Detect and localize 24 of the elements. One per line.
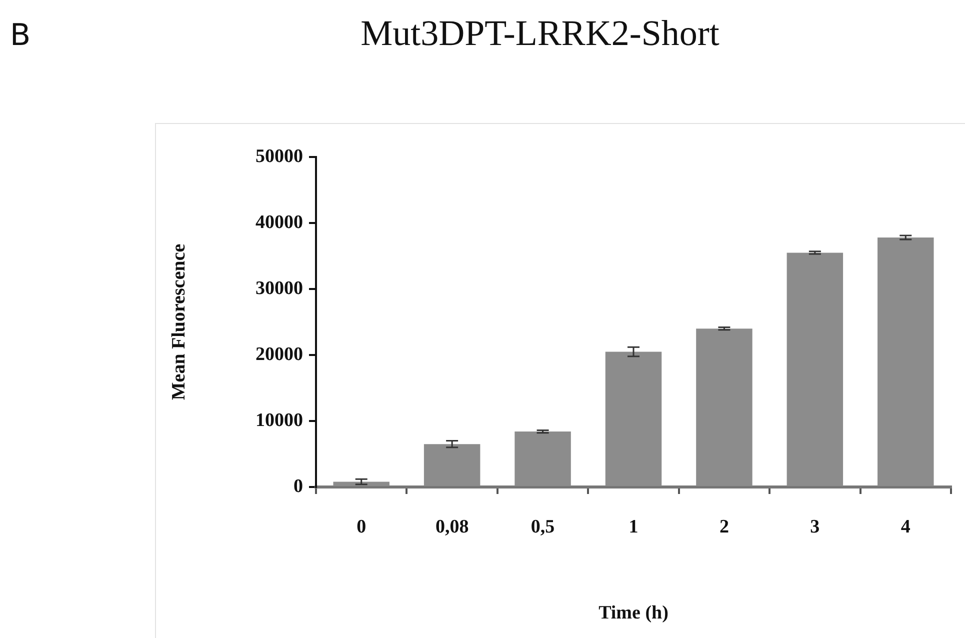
text: B xyxy=(10,18,31,53)
bar xyxy=(696,328,752,486)
x-tick-label: 2 xyxy=(719,516,729,538)
bar xyxy=(605,352,662,486)
y-tick-label: 40000 xyxy=(256,212,303,233)
y-tick-label: 20000 xyxy=(256,344,303,365)
bar xyxy=(514,432,571,486)
x-axis-title: Time (h) xyxy=(598,602,668,624)
x-tick-label: 3 xyxy=(810,516,820,538)
bar xyxy=(333,482,390,486)
chart-title: Mut3DPT-LRRK2-Short xyxy=(360,12,720,54)
x-tick-label: 0,5 xyxy=(530,516,555,538)
y-tick-label: 30000 xyxy=(256,278,303,299)
x-tick-label: 1 xyxy=(628,516,638,538)
y-axis-title: Mean Fluorescence xyxy=(168,244,190,400)
bar xyxy=(878,238,934,486)
bar xyxy=(424,444,480,486)
x-tick-label: 0,08 xyxy=(435,516,469,538)
bar xyxy=(786,252,844,486)
x-tick-label: 0 xyxy=(356,516,366,538)
x-tick-label: 4 xyxy=(900,516,911,538)
y-tick-label: 0 xyxy=(294,476,303,497)
y-tick-label: 10000 xyxy=(256,410,303,431)
y-tick-label: 50000 xyxy=(256,146,303,167)
